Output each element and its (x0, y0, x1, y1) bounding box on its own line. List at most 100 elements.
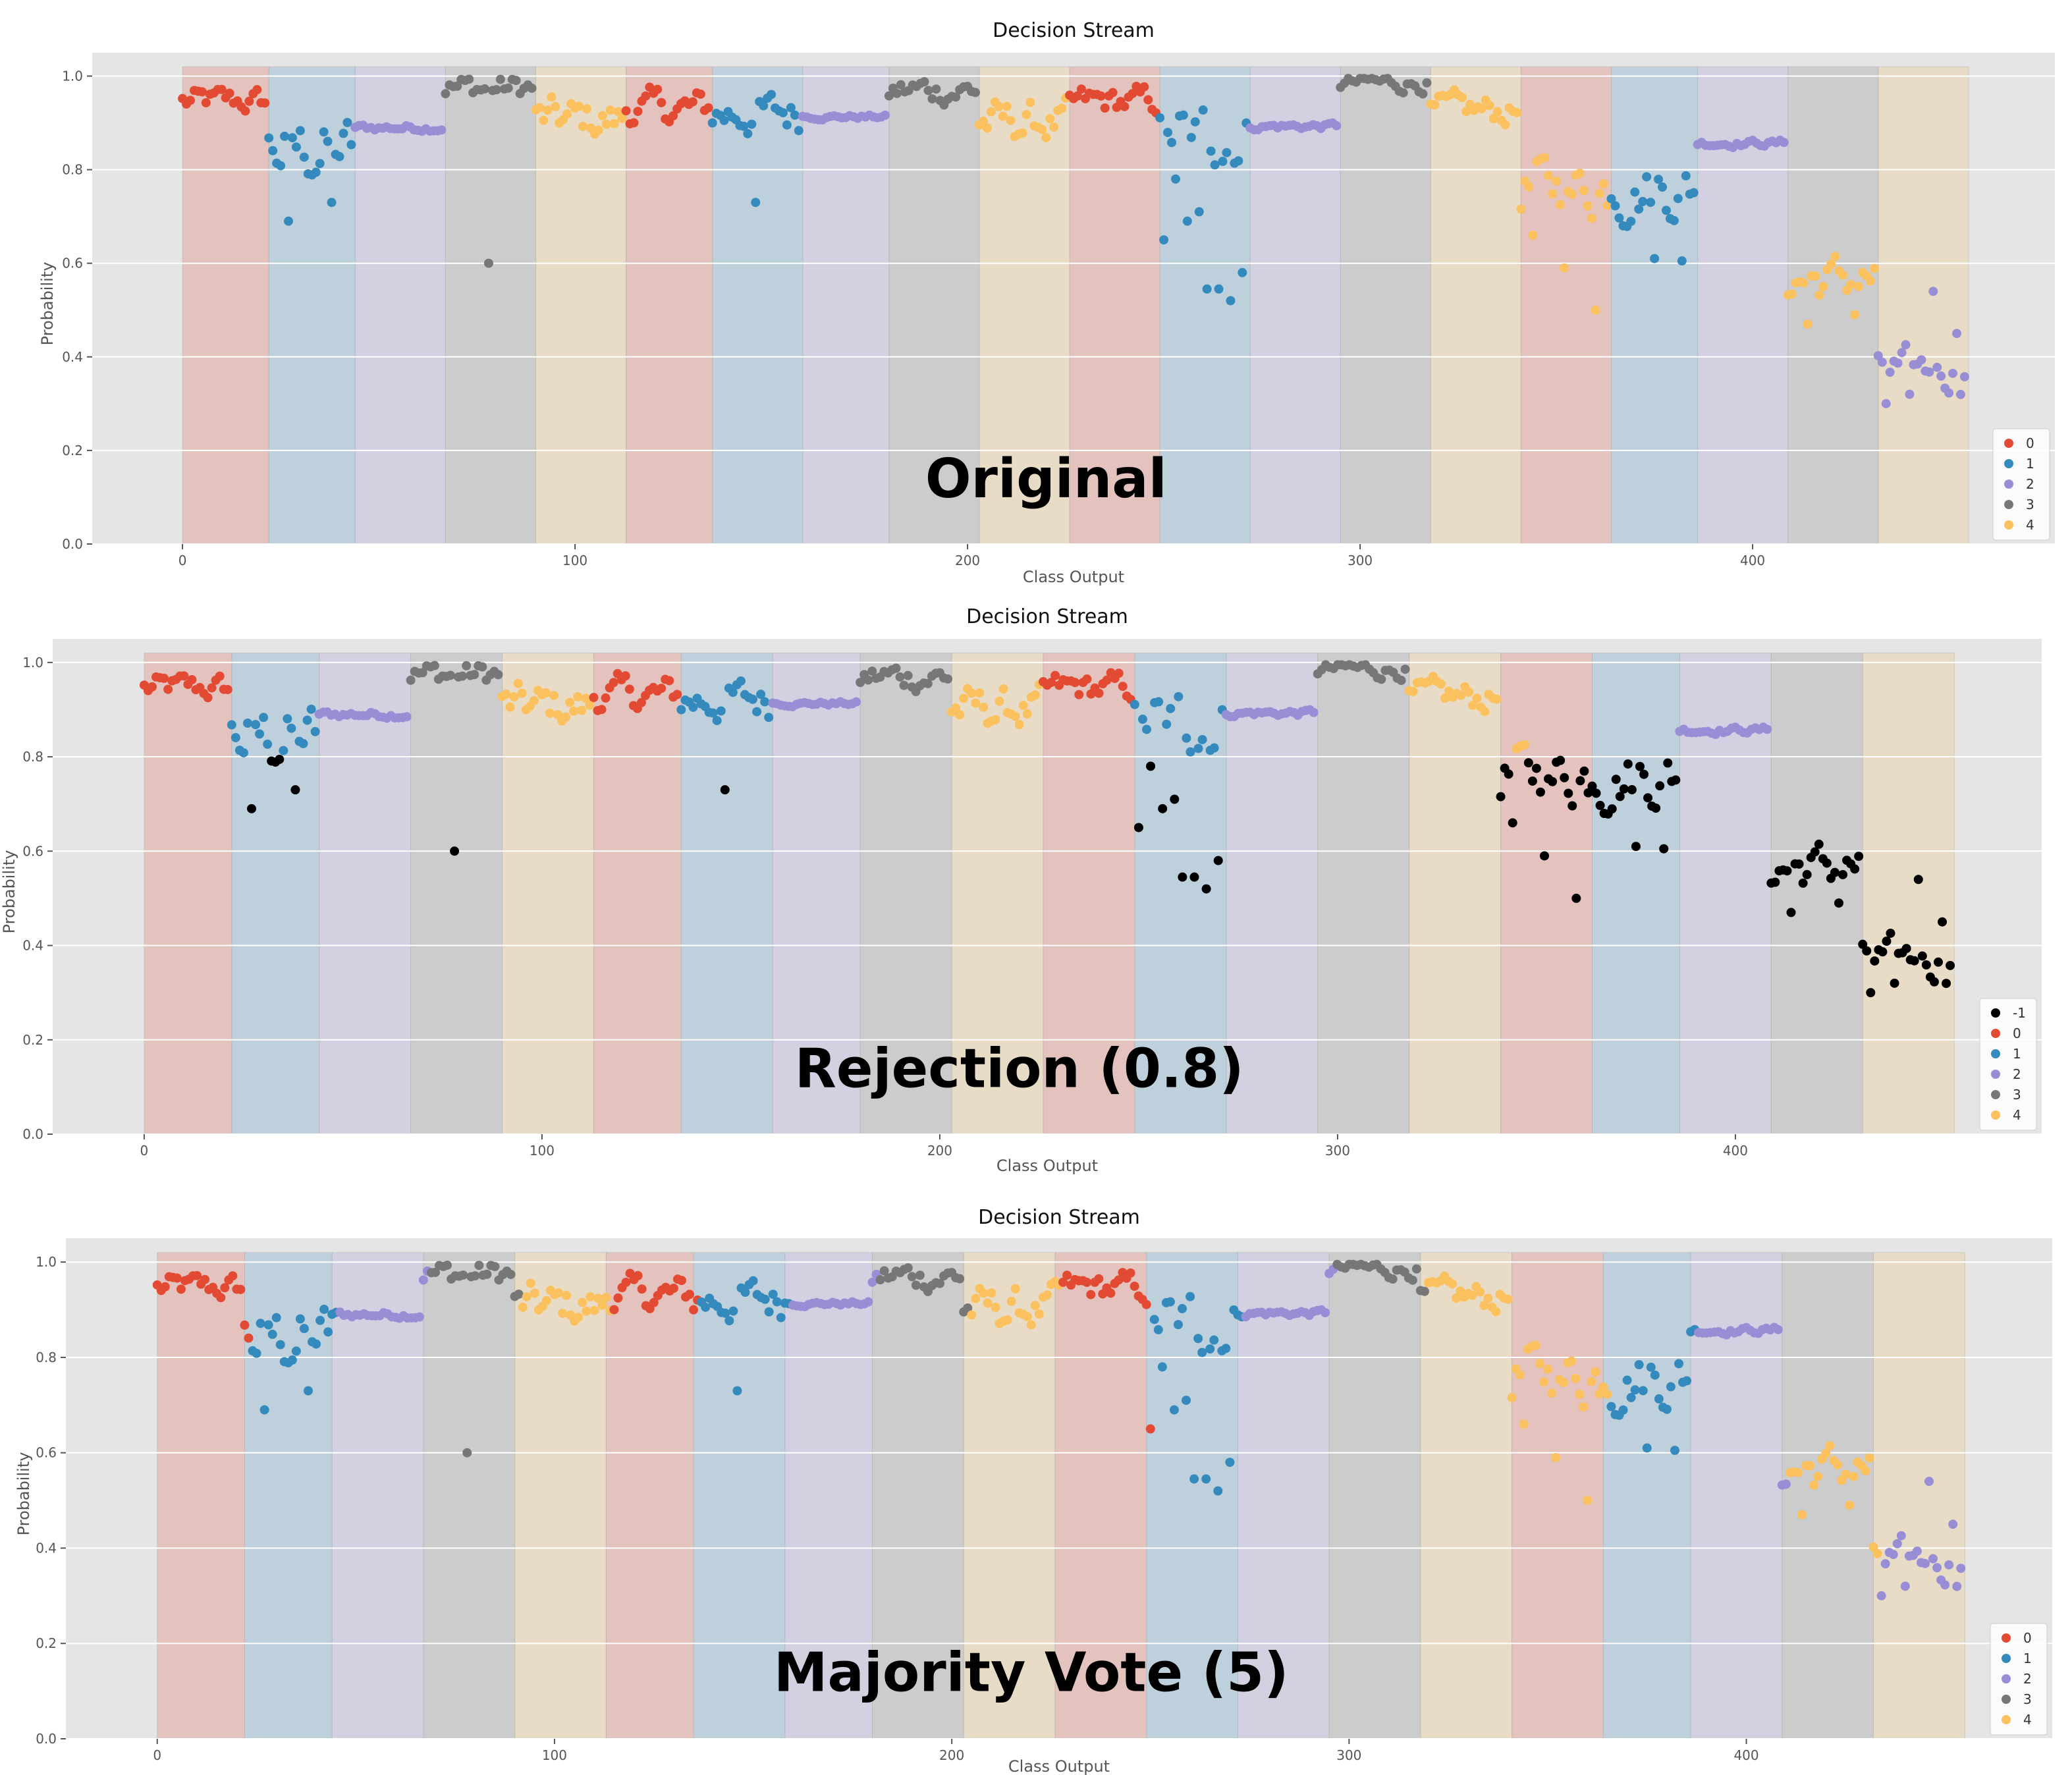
data-point-class--1 (1560, 773, 1569, 782)
class-band-0 (157, 1252, 245, 1739)
data-point-class-4 (522, 1292, 532, 1301)
data-point-class-1 (1206, 146, 1216, 156)
data-point-class-4 (1539, 1377, 1548, 1387)
data-point-class-1 (1177, 1303, 1187, 1313)
data-point-class-1 (1174, 692, 1184, 701)
class-band-2 (319, 652, 412, 1135)
data-point-class-4 (1583, 1496, 1593, 1506)
data-point-class-3 (462, 661, 472, 670)
data-point-class-2 (1309, 707, 1319, 717)
y-tick-label: 0.0 (36, 1731, 57, 1747)
data-point-class-3 (503, 83, 513, 93)
data-point-class-0 (1108, 88, 1118, 97)
data-point-class-4 (1475, 1287, 1485, 1297)
data-point-class-4 (1787, 289, 1797, 299)
data-point-class-0 (1070, 678, 1080, 688)
class-band-4 (1420, 1252, 1513, 1739)
data-point-class-4 (593, 125, 603, 135)
data-point-class-4 (1512, 108, 1522, 118)
data-point-class-2 (418, 1275, 428, 1285)
chart-rejection-svg: 0.0 0.2 0.4 0.6 0.8 1.0 0 100 200 300 400 Decision … (0, 605, 2042, 1175)
data-point-class-4 (979, 702, 989, 712)
data-point-class-0 (657, 97, 667, 107)
data-point-class-4 (613, 107, 623, 117)
data-point-class-1 (1654, 1394, 1664, 1404)
data-point-class-1 (271, 1313, 281, 1323)
x-axis-label: Class Output (1023, 568, 1124, 586)
data-point-class-4 (1408, 686, 1418, 696)
data-point-class-4 (509, 692, 519, 702)
legend-label: 0 (2023, 1630, 2032, 1646)
class-band-4 (1409, 652, 1502, 1135)
data-point-class--1 (1794, 859, 1804, 869)
data-point-class-4 (1491, 1307, 1501, 1317)
data-point-class-1 (1197, 734, 1207, 744)
data-point-class-1 (287, 1355, 297, 1365)
data-point-class-4 (1838, 270, 1848, 280)
data-point-class-1 (346, 140, 356, 150)
data-point-class-4 (605, 105, 615, 115)
data-point-class-4 (986, 107, 996, 117)
class-band-2 (802, 66, 890, 545)
data-point-class-4 (1587, 1377, 1596, 1386)
data-point-class-4 (565, 697, 575, 707)
legend-marker-2 (1991, 1070, 2000, 1079)
data-point-class-4 (586, 1292, 595, 1301)
data-point-class-1 (1201, 1474, 1211, 1484)
data-point-class-0 (236, 1284, 246, 1294)
y-tick-label: 0.6 (22, 843, 43, 859)
data-point-class-2 (1885, 368, 1895, 377)
data-point-class-2 (852, 697, 861, 707)
data-point-class-4 (1022, 110, 1031, 120)
data-point-class-1 (728, 1306, 738, 1316)
data-point-class-2 (402, 712, 412, 722)
data-point-class-0 (260, 98, 270, 108)
data-point-class--1 (1595, 800, 1605, 810)
data-point-class-3 (477, 662, 487, 672)
y-axis-label: Probability (0, 850, 18, 934)
data-point-class--1 (1946, 960, 1955, 970)
data-point-class--1 (1838, 869, 1847, 879)
data-point-class-1 (284, 216, 293, 226)
data-point-class-3 (1388, 1274, 1398, 1284)
data-point-class-4 (569, 706, 579, 716)
data-point-class--1 (1615, 792, 1625, 802)
data-point-class-4 (609, 119, 619, 128)
data-point-class-1 (1622, 1375, 1632, 1385)
data-point-class-1 (1155, 113, 1165, 123)
data-point-class-3 (514, 1289, 524, 1299)
data-point-class-1 (794, 126, 804, 136)
data-point-class-3 (458, 671, 468, 681)
data-point-class-2 (1952, 1581, 1962, 1591)
data-point-class-4 (991, 715, 1000, 724)
data-point-class-1 (231, 732, 240, 742)
data-point-class-0 (1062, 1270, 1072, 1280)
y-tick-label: 1.0 (22, 655, 43, 670)
data-point-class-4 (1492, 694, 1502, 704)
data-point-class-4 (1799, 278, 1809, 288)
data-point-class-4 (1849, 1471, 1859, 1481)
data-point-class-3 (884, 91, 894, 101)
data-point-class-0 (1139, 82, 1149, 92)
data-point-class-0 (1106, 1288, 1116, 1298)
data-point-class-0 (633, 107, 643, 117)
data-point-class-4 (1556, 200, 1566, 209)
data-point-class-0 (641, 91, 651, 101)
data-point-class-3 (1422, 78, 1432, 88)
data-point-class-4 (1551, 1452, 1560, 1462)
legend-marker-4 (1991, 1110, 2000, 1120)
data-point-class-3 (935, 1278, 945, 1288)
data-point-class-0 (148, 682, 157, 692)
data-point-class-4 (979, 1288, 989, 1298)
data-point-class-1 (1234, 156, 1243, 166)
data-point-class-2 (1321, 1307, 1330, 1317)
class-band-0 (626, 66, 713, 545)
y-tick-label: 0.4 (36, 1540, 57, 1556)
data-point-class-3 (895, 672, 905, 682)
data-point-class-0 (621, 1277, 631, 1287)
data-point-class-3 (506, 1269, 516, 1279)
data-point-class-0 (695, 89, 705, 99)
data-point-class-1 (760, 1294, 770, 1304)
data-point-class-3 (951, 92, 961, 102)
legend-marker--1 (1991, 1008, 2000, 1018)
